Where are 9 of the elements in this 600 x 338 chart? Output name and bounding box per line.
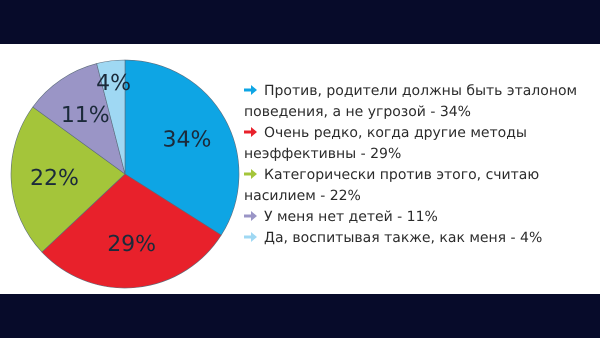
data-label: 29% (107, 232, 156, 257)
legend-label: Категорически против этого, считаю насилием - 22% (244, 166, 540, 206)
legend-label: Против, родители должны быть эталоном поведения, а не угрозой - 34% (244, 82, 578, 122)
legend-label: Очень редко, когда другие методы неэффективны - 29% (244, 124, 528, 164)
data-label: 34% (162, 127, 212, 152)
legend-label: Да, воспитывая также, как меня - 4% (263, 229, 544, 248)
data-label: 22% (30, 166, 79, 191)
legend-label: У меня нет детей - 11% (263, 208, 439, 227)
data-label: 11% (60, 103, 110, 128)
